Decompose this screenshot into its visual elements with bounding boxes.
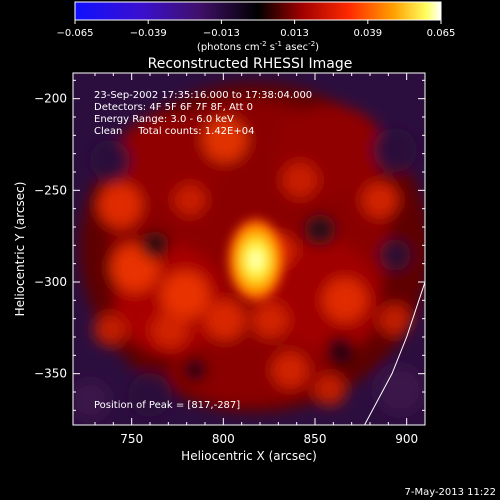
x-tick-label: 900 [395,432,418,446]
colorbar-ticks: −0.065 −0.039 −0.013 0.013 0.039 0.065 [56,20,455,39]
y-tick-label: −300 [34,275,67,289]
info-annotation: 23-Sep-2002 17:35:16.000 to 17:38:04.000… [94,90,312,137]
x-tick-label: 800 [212,432,235,446]
colorbar-tick-label: −0.065 [56,28,93,39]
plot-frame [72,72,426,426]
colorbar-tick-label: 0.013 [280,28,309,39]
colorbar-tick-label: −0.013 [203,28,240,39]
x-axis-ticks: 750 800 850 900 [94,73,426,446]
chart-title: Reconstructed RHESSI Image [148,56,353,72]
colorbar: −0.065 −0.039 −0.013 0.013 0.039 0.065 (photo… [56,1,455,53]
y-tick-label: −200 [34,92,67,106]
x-tick-label: 750 [120,432,143,446]
y-tick-label: −250 [34,183,67,197]
colorbar-tick-label: −0.039 [130,28,167,39]
colorbar-tick-label: 0.065 [427,28,456,39]
peak-source [226,216,286,304]
y-axis-label: Heliocentric Y (arcsec) [13,182,27,317]
y-axis-ticks: −200 −250 −300 −350 [34,79,425,411]
x-tick-label: 850 [304,432,327,446]
energy-range-text: Energy Range: 3.0 - 6.0 keV [94,114,234,125]
colorbar-units: (photons cm-2 s-1 asec-2) [197,40,319,53]
x-axis-label: Heliocentric X (arcsec) [181,449,317,463]
heatmap-image [73,73,425,425]
solar-limb-line [364,281,425,425]
colorbar-gradient [74,1,442,21]
peak-position-text: Position of Peak = [817,-287] [94,400,240,411]
colorbar-tick-label: 0.039 [353,28,382,39]
clean-counts-text: Clean Total counts: 1.42E+04 [94,126,254,137]
footer-date: 7-May-2013 11:22 [404,487,496,498]
detectors-text: Detectors: 4F 5F 6F 7F 8F, Att 0 [94,102,253,113]
time-range-text: 23-Sep-2002 17:35:16.000 to 17:38:04.000 [94,90,312,101]
y-tick-label: −350 [34,367,67,381]
